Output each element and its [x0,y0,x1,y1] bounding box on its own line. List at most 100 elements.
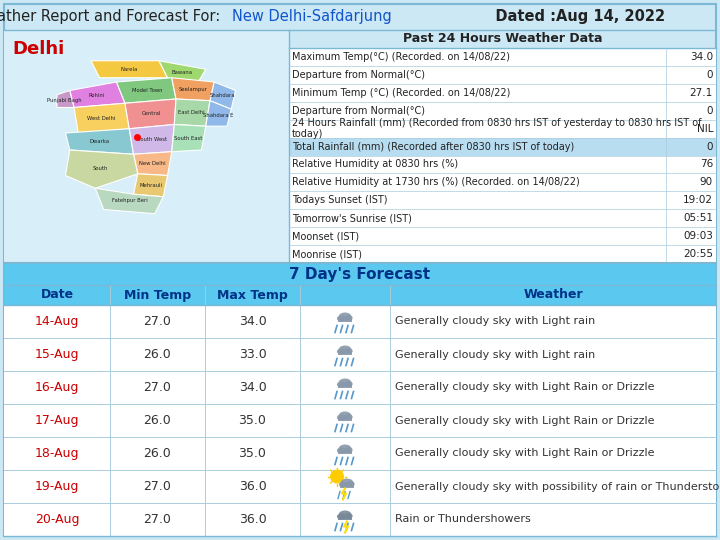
Text: 0: 0 [706,70,713,80]
Text: 0: 0 [706,106,713,116]
Text: Max Temp: Max Temp [217,288,288,301]
Circle shape [330,469,344,483]
Text: Generally cloudy sky with Light Rain or Drizzle: Generally cloudy sky with Light Rain or … [395,415,654,426]
Text: 05:51: 05:51 [683,213,713,223]
Bar [4,30,289,263]
Text: Past 24 Hours Weather Data: Past 24 Hours Weather Data [402,32,602,45]
Text: Bawana: Bawana [172,70,193,76]
Text: 27.0: 27.0 [143,315,171,328]
Text: Seelampur: Seelampur [179,87,207,92]
Bar [4,263,716,536]
Text: Generally cloudy sky with Light Rain or Drizzle: Generally cloudy sky with Light Rain or … [395,449,654,458]
Ellipse shape [337,315,346,321]
Polygon shape [125,99,176,129]
Bar [289,227,716,245]
Bar [4,305,716,338]
Text: 15-Aug: 15-Aug [35,348,79,361]
Bar [289,102,716,120]
Polygon shape [117,78,176,103]
Text: 19:02: 19:02 [683,195,713,205]
Ellipse shape [345,414,353,420]
Text: Moonrise (IST): Moonrise (IST) [292,249,362,259]
Ellipse shape [337,348,346,354]
Bar [289,173,716,191]
Text: Generally cloudy sky with Light rain: Generally cloudy sky with Light rain [395,349,595,360]
Ellipse shape [338,313,351,321]
Polygon shape [57,91,74,107]
Ellipse shape [339,482,348,488]
Ellipse shape [341,478,354,487]
Text: Shahdara E: Shahdara E [203,113,234,118]
Text: East Delhi: East Delhi [179,110,204,115]
Ellipse shape [346,481,355,487]
Text: 18-Aug: 18-Aug [35,447,79,460]
Text: Punjabi Bagh: Punjabi Bagh [47,98,82,103]
Ellipse shape [345,348,353,354]
Ellipse shape [345,447,353,453]
Bar [4,338,716,371]
Text: Generally cloudy sky with Light Rain or Drizzle: Generally cloudy sky with Light Rain or … [395,382,654,393]
Text: 34.0: 34.0 [690,52,713,62]
Text: Total Rainfall (mm) (Recorded after 0830 hrs IST of today): Total Rainfall (mm) (Recorded after 0830… [292,141,575,152]
Polygon shape [133,152,172,176]
Text: 27.0: 27.0 [143,513,171,526]
Text: South West: South West [137,137,167,143]
Text: Central: Central [141,111,161,117]
Text: 0: 0 [706,141,713,152]
Text: 36.0: 36.0 [238,513,266,526]
Ellipse shape [338,379,351,387]
Text: Min Temp: Min Temp [124,288,191,301]
Polygon shape [206,100,231,126]
Text: Weather: Weather [523,288,582,301]
Text: Fatehpur Beri: Fatehpur Beri [112,198,148,203]
Text: New Delhi: New Delhi [139,161,166,166]
Ellipse shape [345,513,353,519]
Polygon shape [172,125,206,152]
Text: 20:55: 20:55 [683,249,713,259]
Polygon shape [66,150,138,188]
Text: Generally cloudy sky with Light rain: Generally cloudy sky with Light rain [395,316,595,327]
Polygon shape [210,82,235,109]
Text: 36.0: 36.0 [238,480,266,493]
Ellipse shape [345,315,353,321]
Bar [338,516,352,519]
Text: Todays Sunset (IST): Todays Sunset (IST) [292,195,387,205]
Bar [4,371,716,404]
Text: Tomorrow's Sunrise (IST): Tomorrow's Sunrise (IST) [292,213,412,223]
Text: 27.0: 27.0 [143,381,171,394]
Polygon shape [66,129,133,154]
Bar [289,209,716,227]
Text: Local Weather Report and Forecast For:: Local Weather Report and Forecast For: [0,10,230,24]
Text: 14-Aug: 14-Aug [35,315,79,328]
Bar [338,383,352,388]
Text: Dated :Aug 14, 2022: Dated :Aug 14, 2022 [480,10,665,24]
Text: 26.0: 26.0 [143,348,171,361]
Ellipse shape [338,346,351,354]
Bar [289,138,716,156]
Text: 27.0: 27.0 [143,480,171,493]
Polygon shape [174,99,210,126]
Text: Maximum Temp(°C) (Recorded. on 14/08/22): Maximum Temp(°C) (Recorded. on 14/08/22) [292,52,510,62]
Text: Generally cloudy sky with possibility of rain or Thunderstorm: Generally cloudy sky with possibility of… [395,482,720,491]
Text: NIL: NIL [696,124,713,133]
Bar [289,191,716,209]
Ellipse shape [337,415,346,421]
Bar [4,437,716,470]
Polygon shape [91,60,168,78]
Ellipse shape [337,448,346,454]
Text: Narela: Narela [121,67,138,72]
Text: 35.0: 35.0 [238,447,266,460]
Ellipse shape [337,381,346,388]
Bar [4,404,716,437]
Text: 90: 90 [700,177,713,187]
Polygon shape [159,60,206,84]
Text: 76: 76 [700,159,713,170]
Ellipse shape [338,510,351,518]
Text: 27.1: 27.1 [690,88,713,98]
Ellipse shape [338,444,351,453]
Bar [289,48,716,66]
Ellipse shape [345,381,353,387]
Text: Model Town: Model Town [132,88,163,93]
Text: Mehrauli: Mehrauli [139,183,162,187]
Text: Relative Humidity at 0830 hrs (%): Relative Humidity at 0830 hrs (%) [292,159,458,170]
